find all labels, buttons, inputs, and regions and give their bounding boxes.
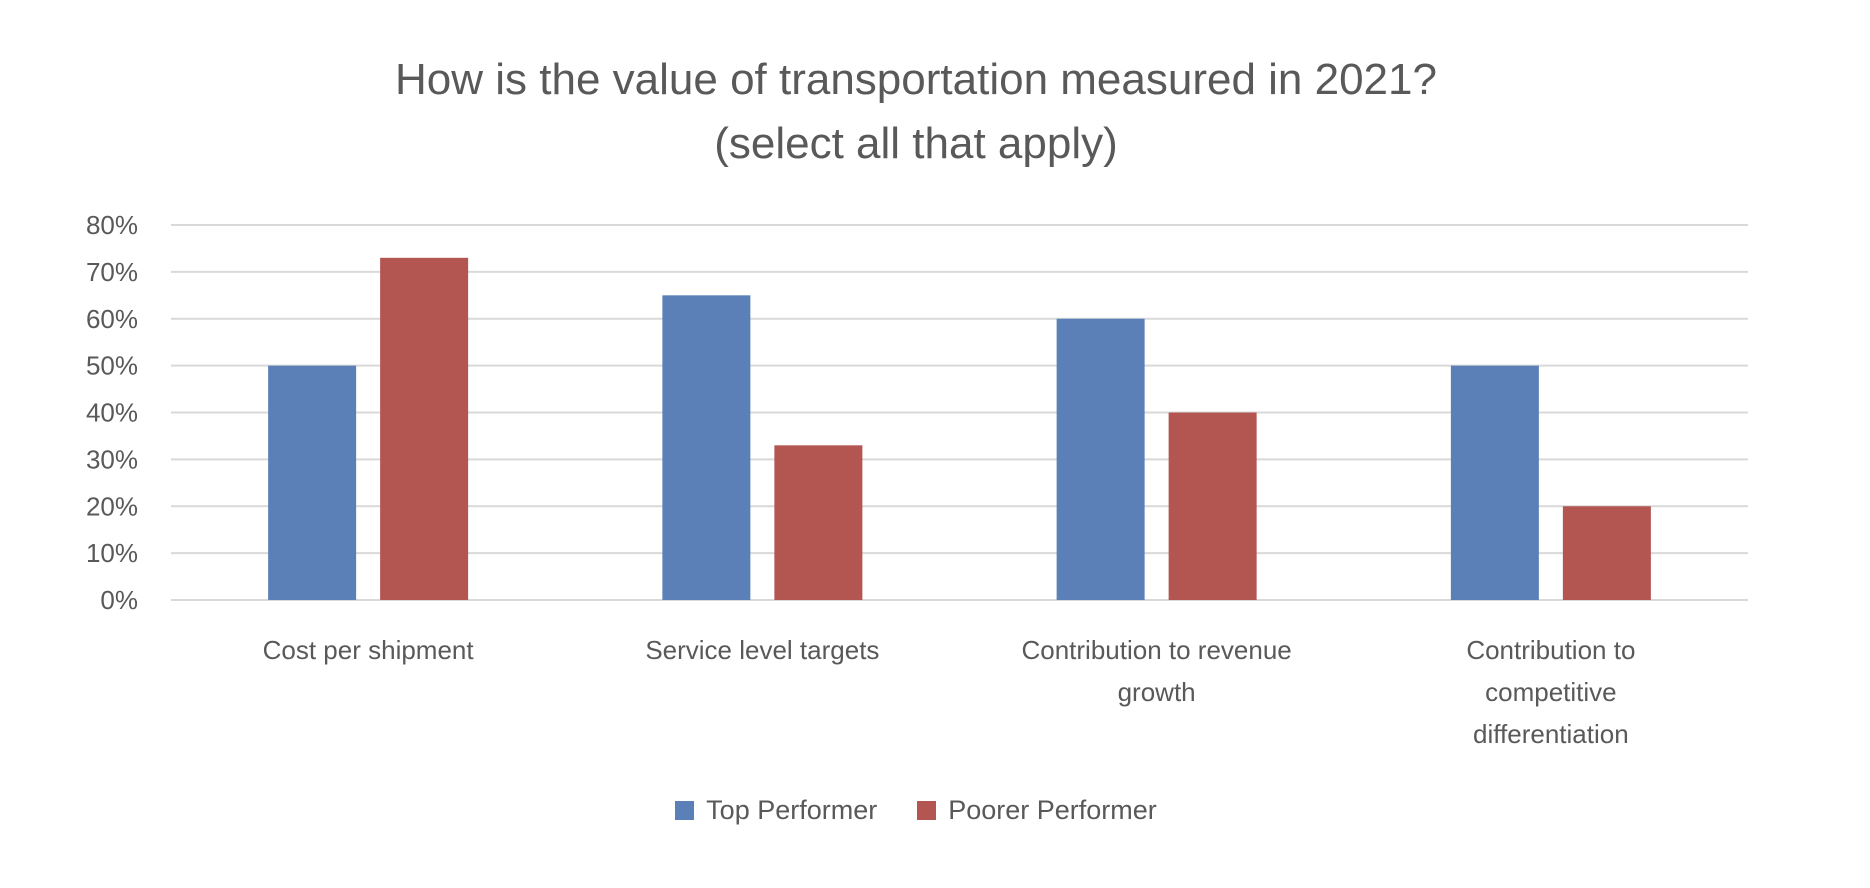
bar-top-performer (268, 365, 357, 600)
category-label: Cost per shipment (263, 635, 475, 665)
legend-item: Poorer Performer (917, 795, 1157, 826)
y-tick-label: 60% (86, 304, 138, 334)
y-tick-label: 10% (86, 538, 138, 568)
chart-title-line: How is the value of transportation measu… (395, 55, 1437, 104)
bar-poorer-performer (380, 257, 469, 600)
bar-top-performer (1056, 318, 1145, 600)
bar-top-performer (662, 295, 751, 600)
y-tick-label: 70% (86, 257, 138, 287)
category-label: growth (1118, 677, 1196, 707)
bar-poorer-performer (1168, 412, 1257, 600)
category-label: differentiation (1473, 719, 1629, 749)
legend: Top Performer Poorer Performer (0, 795, 1832, 826)
y-tick-label: 30% (86, 444, 138, 474)
category-label: Service level targets (645, 635, 879, 665)
chart-title: How is the value of transportation measu… (0, 48, 1832, 176)
category-label: competitive (1485, 677, 1617, 707)
y-tick-label: 20% (86, 491, 138, 521)
legend-swatch (675, 801, 695, 820)
bar-poorer-performer (1562, 506, 1651, 600)
y-tick-label: 0% (100, 585, 138, 615)
y-tick-label: 40% (86, 398, 138, 428)
category-label: Contribution to (1466, 635, 1635, 665)
chart-subtitle-line: (select all that apply) (714, 119, 1118, 168)
legend-label: Top Performer (706, 795, 878, 825)
bar-top-performer (1450, 365, 1539, 600)
category-label: Contribution to revenue (1021, 635, 1291, 665)
legend-item: Top Performer (675, 795, 877, 826)
y-tick-label: 50% (86, 351, 138, 381)
legend-label: Poorer Performer (948, 795, 1157, 825)
legend-swatch (917, 801, 937, 820)
y-tick-label: 80% (86, 210, 138, 240)
bar-poorer-performer (774, 445, 863, 600)
